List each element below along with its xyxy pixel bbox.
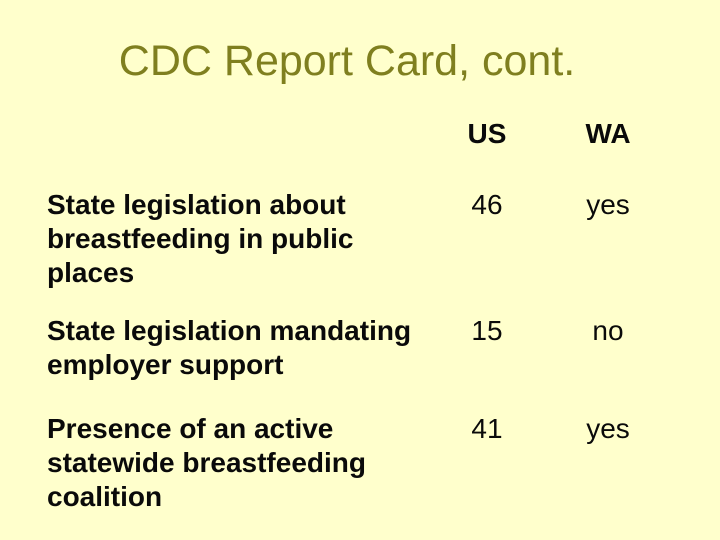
table-row: Presence of an active statewide breastfe… xyxy=(47,412,673,514)
us-value: 41 xyxy=(471,413,503,444)
row-label: State legislation mandating employer sup… xyxy=(47,315,412,380)
wa-value: yes xyxy=(586,189,630,220)
slide-title: CDC Report Card, cont. xyxy=(118,37,576,85)
us-value: 15 xyxy=(471,315,503,346)
table-row: State legislation mandating employer sup… xyxy=(47,314,673,382)
table-header-row: US WA xyxy=(47,117,673,151)
wa-value: yes xyxy=(586,413,630,444)
report-card-table: US WA State legislation about breastfeed… xyxy=(47,117,673,514)
row-label: Presence of an active statewide breastfe… xyxy=(47,413,366,512)
wa-value: no xyxy=(592,315,624,346)
column-header-wa: WA xyxy=(585,118,631,149)
us-value: 46 xyxy=(471,189,503,220)
column-header-us: US xyxy=(467,118,507,149)
row-label: State legislation about breastfeeding in… xyxy=(47,189,354,288)
table-row: State legislation about breastfeeding in… xyxy=(47,188,673,290)
